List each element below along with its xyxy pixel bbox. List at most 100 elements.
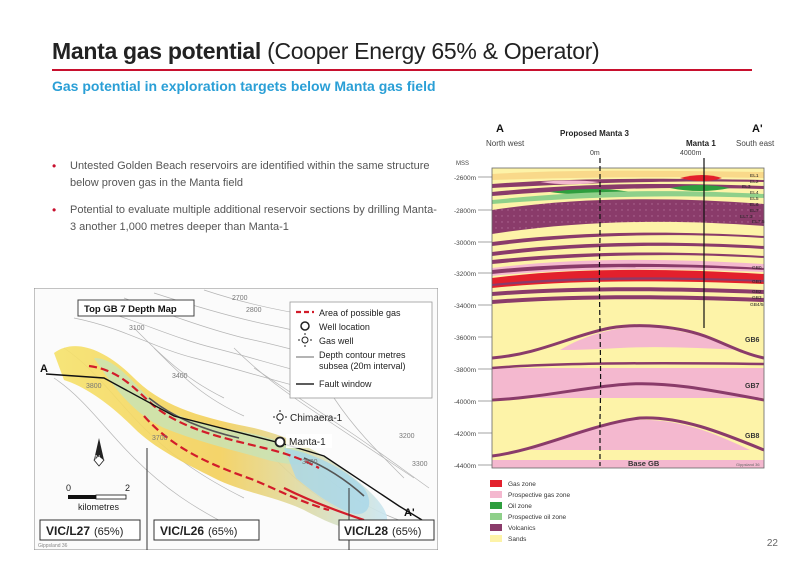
svg-text:N: N <box>95 455 100 462</box>
direction-left: North west <box>486 139 525 148</box>
depth-label: -2600m <box>454 175 476 182</box>
unit-label: EL3 <box>742 184 751 190</box>
contour-label: 3200 <box>399 433 415 440</box>
unit-label: EL6 <box>750 202 759 208</box>
legend-label: Volcanics <box>508 525 536 532</box>
unit-label: EL1 <box>750 173 759 179</box>
section-frame <box>491 167 765 469</box>
scale-min: 0 <box>66 483 71 493</box>
swatch-oil-zone <box>490 502 502 509</box>
page-title: Manta gas potential (Cooper Energy 65% &… <box>52 38 600 64</box>
scale-max: 2 <box>125 483 130 493</box>
unit-label: EL7.3 <box>740 214 753 220</box>
direction-right: South east <box>736 139 775 148</box>
depth-label: -3400m <box>454 303 476 310</box>
section-end-a: A <box>40 363 48 375</box>
sun-icon <box>298 333 312 347</box>
contour-label: 3100 <box>129 325 145 332</box>
well-label-manta: Manta-1 <box>289 437 326 448</box>
map-legend <box>289 301 433 399</box>
unit-label: GB6 <box>745 337 760 344</box>
unit-label: GB8 <box>745 433 760 440</box>
base-label: Base GB <box>628 459 660 468</box>
permit-label-box <box>338 519 435 541</box>
depth-label: -4400m <box>454 463 476 470</box>
depth-map: 2700 2800 3100 3800 3700 3400 3600 3200 … <box>34 288 438 550</box>
permit-label-box <box>153 519 260 541</box>
permit-label: VIC/L27 (65%) <box>46 524 123 538</box>
contour-label: 3600 <box>302 459 318 466</box>
permit-label: VIC/L28 (65%) <box>344 524 421 538</box>
depth-label: -4000m <box>454 399 476 406</box>
legend-label: Prospective oil zone <box>508 514 567 521</box>
depth-label: -2800m <box>454 208 476 215</box>
unit-label: EL5 <box>750 196 759 202</box>
section-strata <box>492 168 764 468</box>
swatch-prospective-gas <box>490 491 502 498</box>
structure-east-fill <box>284 448 370 515</box>
map-title: Top GB 7 Depth Map <box>84 304 177 315</box>
unit-label: GB3 <box>752 295 762 301</box>
swatch-prospective-oil <box>490 513 502 520</box>
well-label-chimaera: Chimaera-1 <box>290 413 343 424</box>
section-end-a: A <box>496 123 504 135</box>
legend-label: Sands <box>508 536 527 543</box>
section-end-a-prime: A' <box>404 507 415 519</box>
unit-label: GB0 <box>752 265 762 271</box>
proposed-well-trajectory <box>598 158 602 466</box>
well-label-manta1: Manta 1 <box>686 139 716 148</box>
unit-label: EL7.5 <box>752 219 765 225</box>
depth-label: -3000m <box>454 240 476 247</box>
contour-label: 2800 <box>246 307 262 314</box>
contour-label: 3700 <box>152 435 168 442</box>
section-credit: Gippsland 36 <box>736 462 760 467</box>
scale-unit: kilometres <box>78 502 120 512</box>
fault-window <box>148 397 240 439</box>
permit-label: VIC/L26 (65%) <box>160 524 237 538</box>
legend-label: Fault window <box>319 379 372 389</box>
north-arrow-icon: N <box>93 438 105 467</box>
depth-axis-title: MSS <box>456 161 469 167</box>
fault-window <box>303 457 365 497</box>
unit-label: GB4/5 <box>750 302 764 308</box>
possible-gas-outline <box>88 364 320 469</box>
swatch-volcanics <box>490 524 502 531</box>
contour-label: 2700 <box>232 295 248 302</box>
title-rule <box>52 69 752 71</box>
legend-label: Well location <box>319 322 370 332</box>
well-offset: 4000m <box>680 150 702 157</box>
circle-icon <box>300 321 310 331</box>
bullet-item: • Potential to evaluate multiple addition… <box>52 203 437 233</box>
unit-label: EL4 <box>750 190 759 196</box>
structure-core-fill <box>94 358 319 465</box>
unit-label: GB7 <box>745 383 760 390</box>
bullet-list: • Untested Golden Beach reservoirs are id… <box>52 158 437 246</box>
swatch-sands <box>490 535 502 542</box>
well-label-proposed: Proposed Manta 3 <box>560 129 629 138</box>
legend-label: Oil zone <box>508 503 532 510</box>
legend-label: Prospective gas zone <box>508 492 571 499</box>
depth-label: -3800m <box>454 367 476 374</box>
bullet-item: • Untested Golden Beach reservoirs are id… <box>52 159 430 189</box>
map-title-box <box>77 299 195 317</box>
permit-label-box <box>39 519 141 541</box>
depth-label: -3600m <box>454 335 476 342</box>
page-number: 22 <box>766 538 778 549</box>
possible-gas-outline <box>143 415 330 512</box>
legend-label: Depth contour metres <box>319 350 406 360</box>
contour-label: 3400 <box>172 373 188 380</box>
depth-label: -4200m <box>454 431 476 438</box>
bullet-dot-icon: • <box>52 159 57 173</box>
legend-label: Area of possible gas <box>319 308 401 318</box>
sun-icon <box>273 410 287 424</box>
scale-bar <box>68 495 96 499</box>
legend-label: Gas well <box>319 336 354 346</box>
section-legend: Gas zone Prospective gas zone Oil zone P… <box>490 480 571 543</box>
page-subtitle: Gas potential in exploration targets bel… <box>52 78 436 94</box>
possible-gas-outline <box>283 487 365 522</box>
unit-label: EL2 <box>750 179 759 185</box>
swatch-gas-zone <box>490 480 502 487</box>
contour-label: 3800 <box>86 383 102 390</box>
unit-label: GB2 <box>752 289 762 295</box>
unit-label: EL7 <box>750 208 759 214</box>
